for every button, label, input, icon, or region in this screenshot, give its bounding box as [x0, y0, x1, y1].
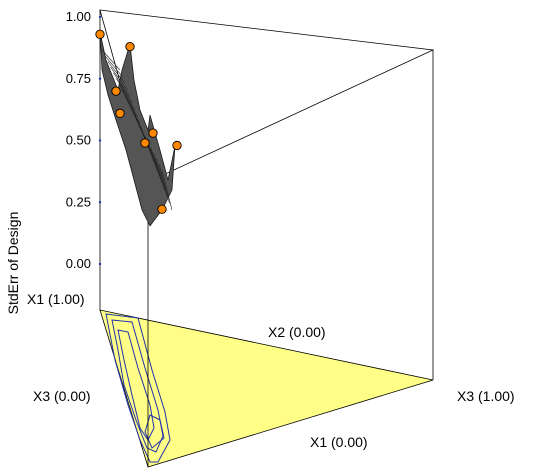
z-tick-label: 0.50 — [66, 133, 91, 148]
label-x1-top: X1 (1.00) — [27, 291, 85, 307]
surface-mesh-line — [104, 55, 123, 77]
design-point — [172, 140, 182, 151]
surface-body — [99, 31, 176, 227]
surface-mesh-line — [107, 61, 126, 84]
surface-mesh-line — [150, 147, 163, 184]
z-tick-mark — [98, 201, 102, 204]
surface-mesh-line — [153, 152, 165, 191]
design-point — [157, 204, 167, 214]
surface-mesh-line — [116, 78, 133, 104]
surface-mesh-line — [121, 89, 138, 117]
z-tick-mark — [98, 77, 102, 80]
stderr-surface — [99, 31, 176, 227]
surface-mesh-line — [155, 158, 168, 197]
design-points — [95, 29, 182, 214]
surface-mesh-line — [113, 72, 131, 97]
z-tick-mark — [98, 262, 102, 266]
contour-lines — [105, 313, 171, 463]
design-point — [148, 128, 158, 138]
surface-mesh-line — [147, 141, 160, 177]
z-tick-label: 0.00 — [66, 256, 91, 271]
design-point — [140, 138, 150, 148]
z-tick-mark — [98, 15, 102, 19]
z-axis-title: StdErr of Design — [5, 212, 21, 315]
z-tick-label: 0.25 — [66, 194, 91, 209]
simplex-floor — [99, 309, 434, 468]
z-tick-label: 0.75 — [66, 71, 91, 86]
design-point — [95, 29, 105, 39]
design-point — [125, 41, 135, 52]
surface-mesh-line — [118, 84, 136, 111]
surface-mesh-line — [101, 49, 121, 71]
z-tick-label: 1.00 — [66, 9, 91, 24]
label-x1-zero: X1 (0.00) — [310, 434, 368, 450]
surface-mesh-line — [161, 169, 173, 211]
label-x3-zero: X3 (0.00) — [33, 388, 91, 404]
z-tick-mark — [98, 139, 102, 142]
label-x3-one: X3 (1.00) — [457, 388, 515, 404]
surface-mesh-line — [124, 95, 141, 124]
surface-mesh-line — [158, 164, 170, 204]
z-axis: 0.00 0.25 0.50 0.75 1.00 — [66, 9, 102, 271]
design-point — [111, 86, 121, 96]
label-x2-zero: X2 (0.00) — [268, 324, 326, 340]
design-point — [115, 108, 125, 118]
surface-mesh-line — [110, 66, 128, 91]
